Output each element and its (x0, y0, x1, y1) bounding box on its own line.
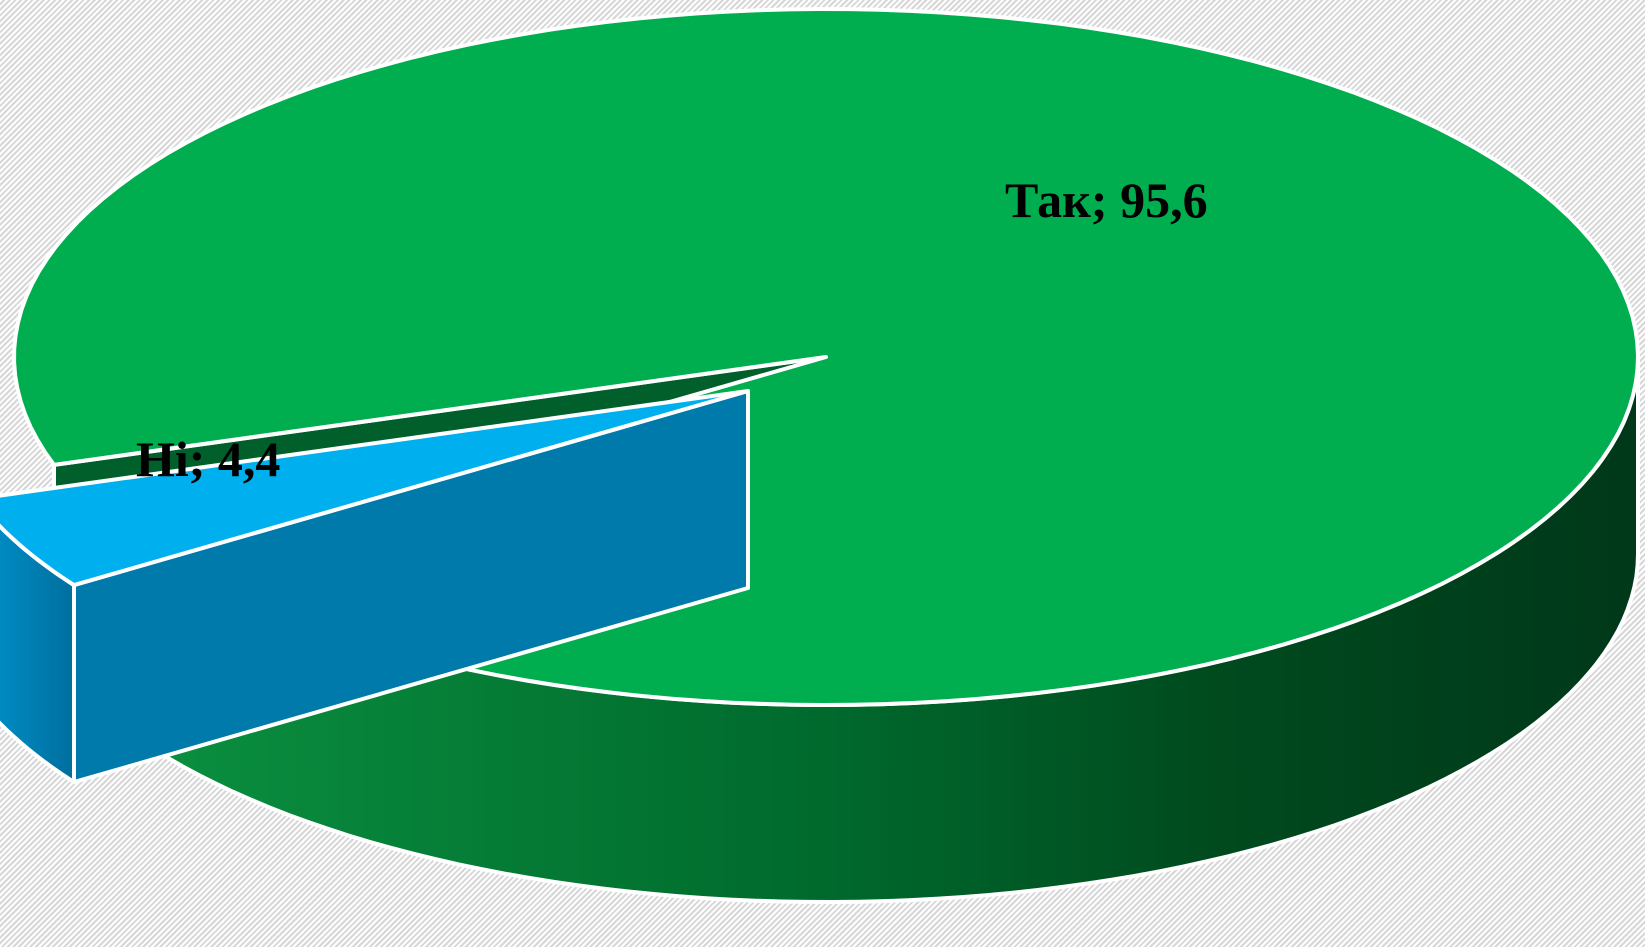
slice-label-tak: Так; 95,6 (1005, 172, 1208, 228)
slice-label-ni: Ні; 4,4 (136, 431, 280, 487)
slice-ni-top (0, 389, 750, 588)
